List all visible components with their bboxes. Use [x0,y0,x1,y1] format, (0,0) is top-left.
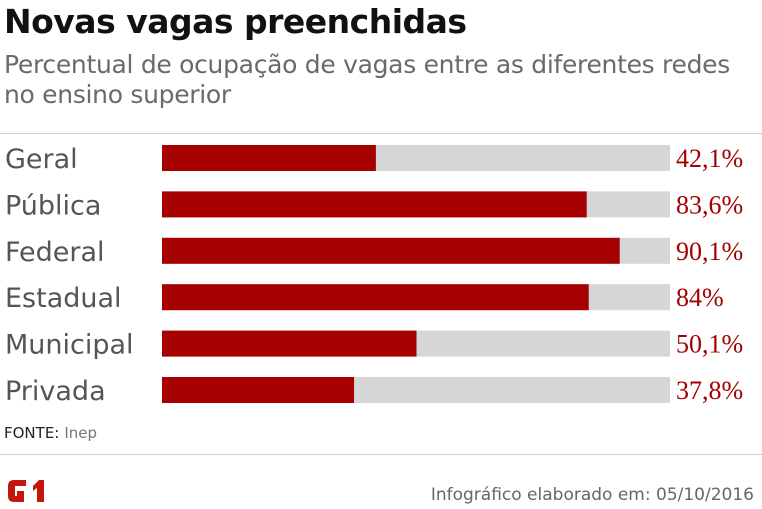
source-note: FONTE: Inep [4,424,97,442]
value-label-geral: 42,1% [676,144,743,173]
bar-federal [162,237,620,264]
chart-subtitle: Percentual de ocupação de vagas entre as… [4,50,730,109]
bar-estadual [162,284,589,311]
value-label-privada: 37,8% [676,376,743,405]
category-label-federal: Federal [5,237,105,268]
chart-title: Novas vagas preenchidas [4,2,467,41]
value-label-federal: 90,1% [676,237,743,266]
bar-publica [162,191,587,218]
middle-divider [0,454,762,455]
category-label-publica: Pública [5,190,101,221]
bar-chart: Geral 42,1% Pública 83,6% Federal 90,1% Estadu… [5,144,743,407]
value-label-municipal: 50,1% [676,330,743,359]
credit-note: Infográfico elaborado em: 05/10/2016 [430,485,754,505]
bar-privada [162,377,355,403]
category-label-geral: Geral [5,144,78,175]
value-label-publica: 83,6% [676,190,743,219]
category-label-municipal: Municipal [5,330,134,361]
g1-logo [8,480,44,502]
source-value: Inep [64,424,98,442]
category-label-privada: Privada [5,376,106,407]
bar-geral [162,145,376,171]
category-label-estadual: Estadual [5,283,122,314]
top-divider [0,133,762,134]
bar-municipal [162,330,417,357]
value-label-estadual: 84% [676,283,724,312]
source-label: FONTE: [4,424,60,442]
